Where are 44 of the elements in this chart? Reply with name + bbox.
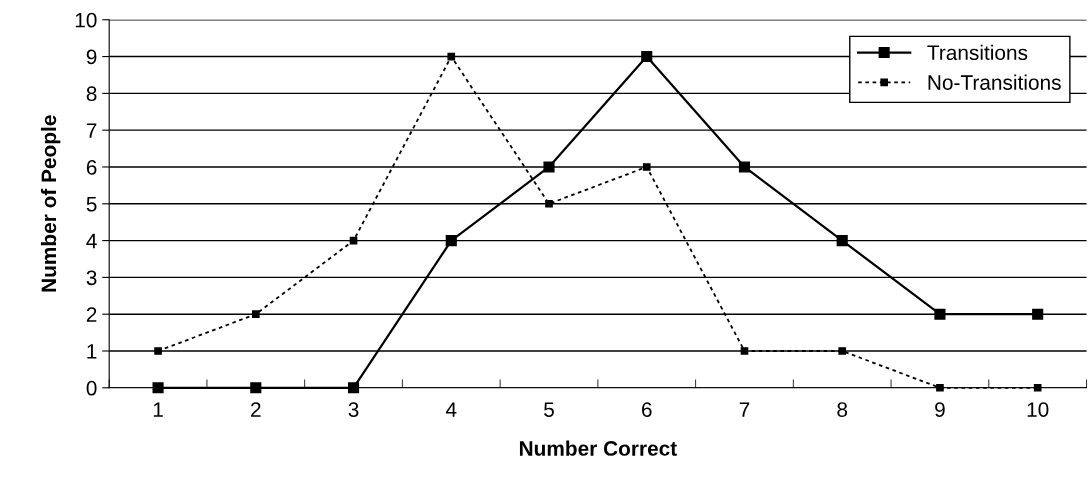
point	[738, 161, 751, 173]
point	[936, 383, 944, 392]
x-tick-label: 2	[251, 402, 261, 417]
x-tick-label: 10	[1027, 402, 1049, 417]
point	[836, 235, 848, 247]
point	[347, 382, 360, 394]
point	[1033, 383, 1042, 392]
x-tick-label: 6	[642, 402, 652, 417]
point	[251, 310, 260, 319]
y-tick-label: 9	[86, 49, 97, 65]
point	[934, 308, 946, 320]
y-tick-label: 8	[86, 86, 97, 102]
point	[641, 51, 653, 63]
point	[838, 347, 847, 355]
x-tick-label: 8	[837, 402, 848, 417]
point	[642, 163, 651, 171]
x-tick-label: 5	[544, 402, 554, 417]
x-tick-label: 9	[935, 402, 945, 417]
y-tick-label: 5	[86, 196, 97, 212]
point	[1032, 308, 1044, 320]
point	[154, 347, 162, 355]
y-tick-label: 1	[87, 344, 97, 359]
x-tick-label: 1	[153, 402, 163, 417]
point	[543, 161, 555, 173]
point	[152, 382, 164, 394]
point	[250, 382, 262, 394]
y-tick-label: 0	[86, 380, 97, 396]
point	[740, 347, 749, 355]
y-tick-label: 10	[75, 12, 97, 28]
legend-label: No-Transitions	[928, 74, 1061, 90]
y-tick-label: 6	[86, 159, 97, 175]
y-tick-label: 3	[86, 270, 97, 286]
y-tick-label: 7	[86, 123, 97, 138]
point	[447, 52, 456, 61]
x-tick-label: 3	[348, 402, 359, 417]
point	[545, 199, 553, 208]
x-axis-title: Number Correct	[519, 440, 677, 456]
x-tick-label: 7	[739, 402, 750, 417]
legend-label: Transitions	[927, 44, 1028, 61]
y-tick-label: 4	[86, 233, 97, 249]
point	[445, 235, 457, 247]
x-tick-label: 4	[445, 402, 457, 417]
y-axis-title: Number of People	[40, 115, 61, 292]
y-tick-label: 2	[86, 307, 97, 322]
